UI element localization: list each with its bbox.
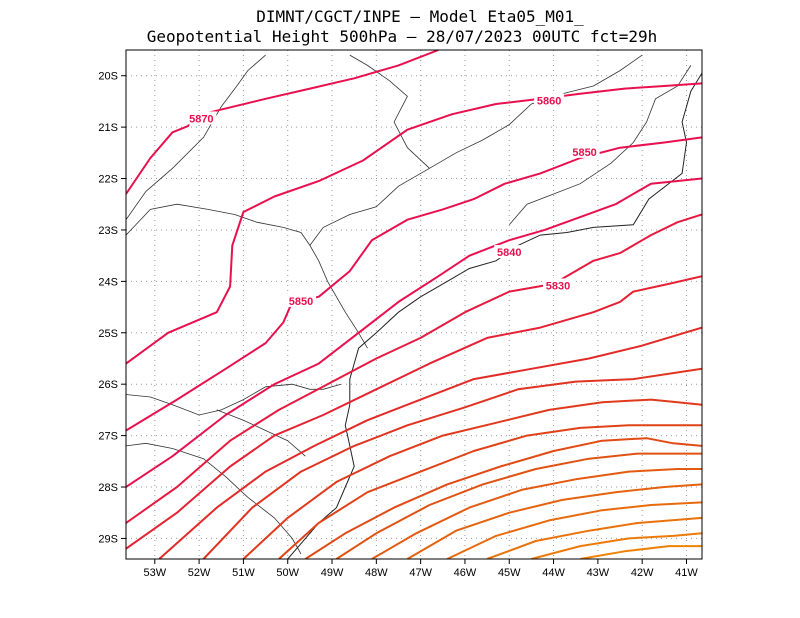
state-border (126, 54, 266, 220)
lat-tick-label: 29S (98, 533, 118, 545)
height-contour (531, 532, 702, 559)
lon-tick-label: 45W (498, 567, 521, 579)
contour-label: 5860 (537, 95, 561, 107)
lon-tick-label: 49W (321, 567, 344, 579)
contour-label-bg (569, 144, 600, 158)
coast-line (287, 72, 702, 559)
state-border (349, 54, 430, 169)
map-title-line1: DIMNT/CGCT/INPE — Model Eta05_M01_ (256, 7, 584, 26)
height-contour (335, 452, 702, 559)
state-border (126, 203, 368, 349)
lon-tick-label: 53W (143, 567, 166, 579)
height-contour (406, 483, 702, 559)
height-contour (446, 501, 702, 559)
contour-label-bg (286, 293, 317, 307)
lat-tick-label: 25S (98, 328, 118, 340)
lat-tick-label: 21S (98, 122, 118, 134)
height-contour (580, 545, 702, 559)
contour-label-bg (186, 111, 217, 125)
height-contour (486, 516, 702, 559)
state-border (126, 442, 302, 555)
state-border (126, 383, 342, 416)
height-contour (126, 275, 702, 550)
lat-tick-label: 27S (98, 431, 118, 443)
state-border (216, 409, 306, 457)
lon-tick-label: 44W (542, 567, 565, 579)
contour-label: 5830 (546, 281, 570, 293)
lat-tick-label: 24S (98, 276, 118, 288)
lon-tick-label: 47W (409, 567, 432, 579)
map-frame (125, 49, 703, 560)
height-contour (278, 424, 702, 559)
contour-label-bg (534, 93, 565, 107)
coastline (287, 72, 702, 559)
lon-tick-label: 48W (365, 567, 388, 579)
height-contour (371, 468, 702, 559)
height-contour (126, 50, 439, 195)
lon-tick-label: 42W (631, 567, 654, 579)
height-contours (126, 50, 702, 559)
map-title-line2: Geopotential Height 500hPa — 28/07/2023 … (147, 27, 658, 46)
height-contour (158, 326, 702, 559)
height-contour (242, 398, 702, 559)
contour-label-bg (543, 278, 573, 292)
lat-tick-label: 22S (98, 174, 118, 186)
lon-tick-label: 51W (232, 567, 255, 579)
height-contour (202, 367, 702, 559)
axis-ticks: 53W 52W 51W 50W 49W 48W 47W 46W 45W 44W 43W 42W 41W 2… (98, 71, 698, 579)
state-borders (126, 54, 692, 555)
height-contour (126, 136, 702, 432)
lat-tick-label: 20S (98, 71, 118, 83)
height-contour (126, 82, 702, 365)
contour-label: 5850 (289, 296, 313, 308)
state-border (309, 54, 643, 246)
lon-tick-label: 46W (454, 567, 477, 579)
height-contour (126, 177, 702, 488)
lon-tick-label: 52W (188, 567, 211, 579)
contour-label: 5840 (497, 247, 521, 259)
contour-label: 5850 (572, 147, 596, 159)
state-border (508, 65, 692, 226)
height-contour (126, 213, 702, 524)
lon-tick-label: 50W (276, 567, 299, 579)
lat-tick-label: 28S (98, 482, 118, 494)
lon-tick-label: 43W (587, 567, 610, 579)
contour-labels: 5870 5860 5850 5840 5830 5850 (186, 93, 600, 308)
lon-tick-label: 41W (675, 567, 698, 579)
lat-tick-label: 23S (98, 225, 118, 237)
contour-label-bg (494, 245, 525, 259)
contour-label: 5870 (189, 113, 213, 125)
height-contour (304, 437, 702, 559)
lat-tick-label: 26S (98, 379, 118, 391)
